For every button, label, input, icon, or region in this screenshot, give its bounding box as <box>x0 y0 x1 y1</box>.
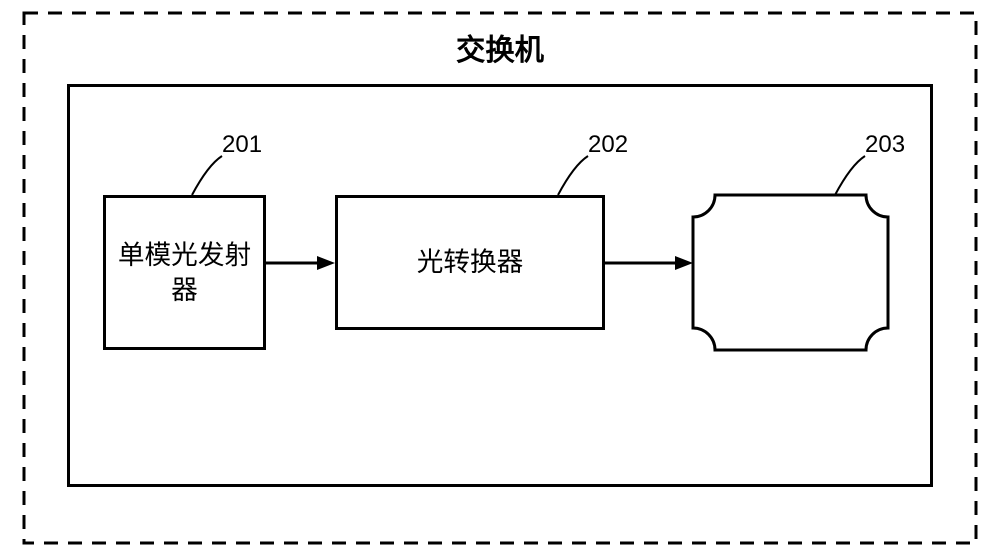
ref-203: 203 <box>865 131 905 159</box>
node-conn: 光纤连接 器 <box>693 195 888 350</box>
ref-202: 202 <box>588 131 628 159</box>
node-tx: 单模光发射 器 <box>103 195 266 350</box>
node-conv: 光转换器 <box>335 195 605 330</box>
node-tx-label: 单模光发射 器 <box>118 238 251 307</box>
outer-title: 交换机 <box>400 27 600 69</box>
node-conv-label: 光转换器 <box>417 245 524 280</box>
node-conn-label: 光纤连接 器 <box>737 238 844 307</box>
ref-201: 201 <box>222 131 262 159</box>
